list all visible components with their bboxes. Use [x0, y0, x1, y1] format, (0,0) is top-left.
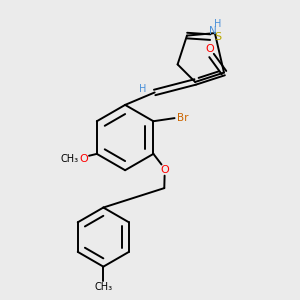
Text: S: S — [214, 32, 221, 42]
Text: O: O — [161, 165, 170, 175]
Text: CH₃: CH₃ — [94, 283, 112, 292]
Text: H: H — [139, 84, 146, 94]
Text: Br: Br — [177, 113, 188, 123]
Text: N: N — [209, 26, 217, 36]
Text: O: O — [79, 154, 88, 164]
Text: O: O — [206, 44, 214, 54]
Text: CH₃: CH₃ — [61, 154, 79, 164]
Text: H: H — [214, 20, 221, 29]
